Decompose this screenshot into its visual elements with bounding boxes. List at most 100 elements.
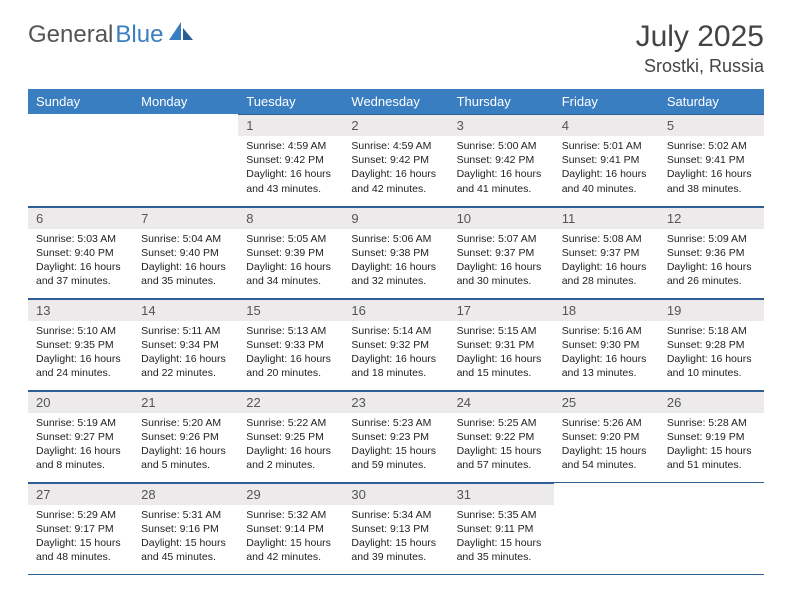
day-number: 7 bbox=[133, 207, 238, 229]
day-details: Sunrise: 5:02 AMSunset: 9:41 PMDaylight:… bbox=[659, 136, 764, 202]
calendar-day-cell: 14Sunrise: 5:11 AMSunset: 9:34 PMDayligh… bbox=[133, 298, 238, 390]
day-details: Sunrise: 5:16 AMSunset: 9:30 PMDaylight:… bbox=[554, 321, 659, 387]
day-number: 22 bbox=[238, 391, 343, 413]
day-number: 24 bbox=[449, 391, 554, 413]
weekday-header-row: SundayMondayTuesdayWednesdayThursdayFrid… bbox=[28, 89, 764, 114]
day-details: Sunrise: 5:07 AMSunset: 9:37 PMDaylight:… bbox=[449, 229, 554, 295]
day-details: Sunrise: 5:01 AMSunset: 9:41 PMDaylight:… bbox=[554, 136, 659, 202]
calendar-day-cell: 21Sunrise: 5:20 AMSunset: 9:26 PMDayligh… bbox=[133, 390, 238, 482]
calendar-week: 27Sunrise: 5:29 AMSunset: 9:17 PMDayligh… bbox=[28, 482, 764, 574]
day-number: 10 bbox=[449, 207, 554, 229]
day-details: Sunrise: 5:35 AMSunset: 9:11 PMDaylight:… bbox=[449, 505, 554, 571]
day-details: Sunrise: 5:08 AMSunset: 9:37 PMDaylight:… bbox=[554, 229, 659, 295]
day-number: 15 bbox=[238, 299, 343, 321]
calendar-day-cell: 18Sunrise: 5:16 AMSunset: 9:30 PMDayligh… bbox=[554, 298, 659, 390]
day-details: Sunrise: 5:05 AMSunset: 9:39 PMDaylight:… bbox=[238, 229, 343, 295]
day-number: 6 bbox=[28, 207, 133, 229]
calendar-day-cell: 24Sunrise: 5:25 AMSunset: 9:22 PMDayligh… bbox=[449, 390, 554, 482]
calendar-day-cell: 23Sunrise: 5:23 AMSunset: 9:23 PMDayligh… bbox=[343, 390, 448, 482]
calendar-day-cell: 9Sunrise: 5:06 AMSunset: 9:38 PMDaylight… bbox=[343, 206, 448, 298]
calendar-body: ....1Sunrise: 4:59 AMSunset: 9:42 PMDayl… bbox=[28, 114, 764, 574]
day-details: Sunrise: 5:10 AMSunset: 9:35 PMDaylight:… bbox=[28, 321, 133, 387]
day-details: Sunrise: 5:23 AMSunset: 9:23 PMDaylight:… bbox=[343, 413, 448, 479]
day-number: 9 bbox=[343, 207, 448, 229]
day-details: Sunrise: 5:20 AMSunset: 9:26 PMDaylight:… bbox=[133, 413, 238, 479]
calendar-day-cell: 7Sunrise: 5:04 AMSunset: 9:40 PMDaylight… bbox=[133, 206, 238, 298]
day-number: 17 bbox=[449, 299, 554, 321]
day-number: 26 bbox=[659, 391, 764, 413]
calendar-day-cell: .. bbox=[659, 482, 764, 574]
day-number: 23 bbox=[343, 391, 448, 413]
calendar-day-cell: 26Sunrise: 5:28 AMSunset: 9:19 PMDayligh… bbox=[659, 390, 764, 482]
calendar-week: 6Sunrise: 5:03 AMSunset: 9:40 PMDaylight… bbox=[28, 206, 764, 298]
day-number: 20 bbox=[28, 391, 133, 413]
day-number: 2 bbox=[343, 114, 448, 136]
day-details: Sunrise: 5:29 AMSunset: 9:17 PMDaylight:… bbox=[28, 505, 133, 571]
page-title: July 2025 bbox=[636, 20, 764, 54]
calendar-day-cell: 31Sunrise: 5:35 AMSunset: 9:11 PMDayligh… bbox=[449, 482, 554, 574]
day-number: 14 bbox=[133, 299, 238, 321]
day-details: Sunrise: 5:09 AMSunset: 9:36 PMDaylight:… bbox=[659, 229, 764, 295]
calendar-day-cell: 16Sunrise: 5:14 AMSunset: 9:32 PMDayligh… bbox=[343, 298, 448, 390]
calendar-day-cell: 30Sunrise: 5:34 AMSunset: 9:13 PMDayligh… bbox=[343, 482, 448, 574]
day-number: 1 bbox=[238, 114, 343, 136]
weekday-header: Sunday bbox=[28, 89, 133, 114]
day-details: Sunrise: 5:26 AMSunset: 9:20 PMDaylight:… bbox=[554, 413, 659, 479]
weekday-header: Monday bbox=[133, 89, 238, 114]
day-number: 28 bbox=[133, 483, 238, 505]
day-details: Sunrise: 5:00 AMSunset: 9:42 PMDaylight:… bbox=[449, 136, 554, 202]
calendar-week: ....1Sunrise: 4:59 AMSunset: 9:42 PMDayl… bbox=[28, 114, 764, 206]
calendar-day-cell: 11Sunrise: 5:08 AMSunset: 9:37 PMDayligh… bbox=[554, 206, 659, 298]
day-number: 16 bbox=[343, 299, 448, 321]
day-number: 27 bbox=[28, 483, 133, 505]
day-details: Sunrise: 5:15 AMSunset: 9:31 PMDaylight:… bbox=[449, 321, 554, 387]
calendar-day-cell: 2Sunrise: 4:59 AMSunset: 9:42 PMDaylight… bbox=[343, 114, 448, 206]
calendar-day-cell: .. bbox=[133, 114, 238, 206]
header: GeneralBlue July 2025 Srostki, Russia bbox=[28, 20, 764, 77]
day-details: Sunrise: 4:59 AMSunset: 9:42 PMDaylight:… bbox=[238, 136, 343, 202]
day-number: 21 bbox=[133, 391, 238, 413]
calendar-day-cell: 22Sunrise: 5:22 AMSunset: 9:25 PMDayligh… bbox=[238, 390, 343, 482]
day-details: Sunrise: 5:13 AMSunset: 9:33 PMDaylight:… bbox=[238, 321, 343, 387]
calendar-week: 13Sunrise: 5:10 AMSunset: 9:35 PMDayligh… bbox=[28, 298, 764, 390]
day-number: 3 bbox=[449, 114, 554, 136]
day-details: Sunrise: 5:18 AMSunset: 9:28 PMDaylight:… bbox=[659, 321, 764, 387]
calendar-day-cell: 13Sunrise: 5:10 AMSunset: 9:35 PMDayligh… bbox=[28, 298, 133, 390]
calendar-table: SundayMondayTuesdayWednesdayThursdayFrid… bbox=[28, 89, 764, 575]
day-number: 31 bbox=[449, 483, 554, 505]
weekday-header: Saturday bbox=[659, 89, 764, 114]
calendar-day-cell: 17Sunrise: 5:15 AMSunset: 9:31 PMDayligh… bbox=[449, 298, 554, 390]
calendar-day-cell: 4Sunrise: 5:01 AMSunset: 9:41 PMDaylight… bbox=[554, 114, 659, 206]
day-number: 12 bbox=[659, 207, 764, 229]
weekday-header: Wednesday bbox=[343, 89, 448, 114]
calendar-day-cell: 15Sunrise: 5:13 AMSunset: 9:33 PMDayligh… bbox=[238, 298, 343, 390]
day-number: 30 bbox=[343, 483, 448, 505]
brand-logo: GeneralBlue bbox=[28, 20, 197, 49]
day-number: 19 bbox=[659, 299, 764, 321]
calendar-day-cell: 3Sunrise: 5:00 AMSunset: 9:42 PMDaylight… bbox=[449, 114, 554, 206]
calendar-week: 20Sunrise: 5:19 AMSunset: 9:27 PMDayligh… bbox=[28, 390, 764, 482]
day-number: 25 bbox=[554, 391, 659, 413]
calendar-day-cell: 1Sunrise: 4:59 AMSunset: 9:42 PMDaylight… bbox=[238, 114, 343, 206]
day-details: Sunrise: 4:59 AMSunset: 9:42 PMDaylight:… bbox=[343, 136, 448, 202]
calendar-day-cell: 20Sunrise: 5:19 AMSunset: 9:27 PMDayligh… bbox=[28, 390, 133, 482]
calendar-day-cell: 25Sunrise: 5:26 AMSunset: 9:20 PMDayligh… bbox=[554, 390, 659, 482]
calendar-day-cell: 28Sunrise: 5:31 AMSunset: 9:16 PMDayligh… bbox=[133, 482, 238, 574]
day-details: Sunrise: 5:03 AMSunset: 9:40 PMDaylight:… bbox=[28, 229, 133, 295]
day-number: 11 bbox=[554, 207, 659, 229]
day-details: Sunrise: 5:34 AMSunset: 9:13 PMDaylight:… bbox=[343, 505, 448, 571]
title-block: July 2025 Srostki, Russia bbox=[636, 20, 764, 77]
location: Srostki, Russia bbox=[636, 56, 764, 77]
day-details: Sunrise: 5:22 AMSunset: 9:25 PMDaylight:… bbox=[238, 413, 343, 479]
day-number: 18 bbox=[554, 299, 659, 321]
calendar-day-cell: 8Sunrise: 5:05 AMSunset: 9:39 PMDaylight… bbox=[238, 206, 343, 298]
day-details: Sunrise: 5:06 AMSunset: 9:38 PMDaylight:… bbox=[343, 229, 448, 295]
day-details: Sunrise: 5:28 AMSunset: 9:19 PMDaylight:… bbox=[659, 413, 764, 479]
day-number: 13 bbox=[28, 299, 133, 321]
calendar-day-cell: 10Sunrise: 5:07 AMSunset: 9:37 PMDayligh… bbox=[449, 206, 554, 298]
day-details: Sunrise: 5:31 AMSunset: 9:16 PMDaylight:… bbox=[133, 505, 238, 571]
calendar-day-cell: .. bbox=[554, 482, 659, 574]
logo-sail-icon bbox=[169, 20, 197, 49]
day-details: Sunrise: 5:14 AMSunset: 9:32 PMDaylight:… bbox=[343, 321, 448, 387]
day-details: Sunrise: 5:04 AMSunset: 9:40 PMDaylight:… bbox=[133, 229, 238, 295]
